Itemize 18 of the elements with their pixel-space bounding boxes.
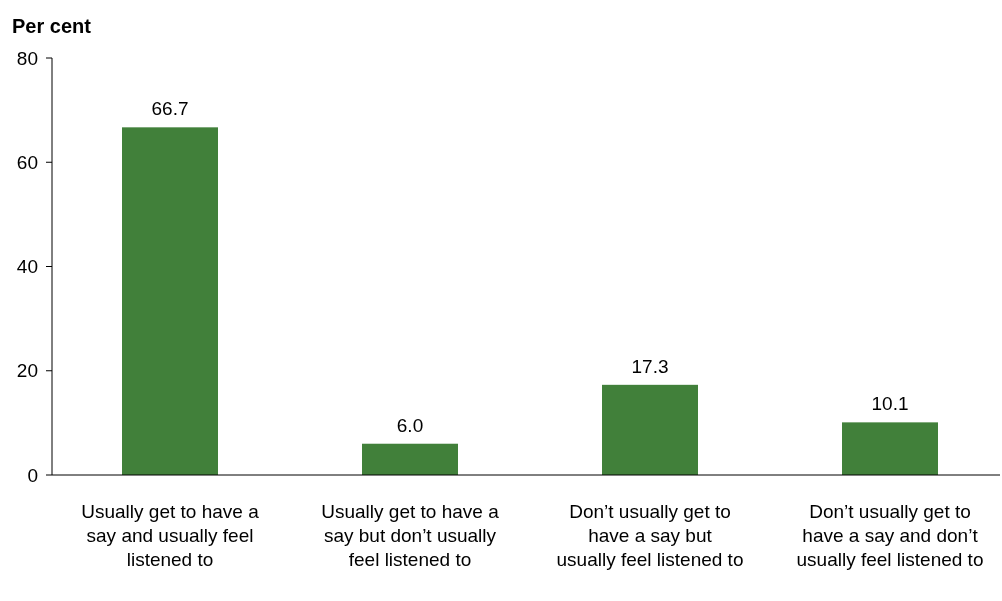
x-tick-label: Don’t usually get to have a say and don’t usually feel listened to xyxy=(796,501,984,570)
data-label: 6.0 xyxy=(396,414,424,436)
bar xyxy=(602,384,698,475)
x-tick-label: Usually get to have a say and usually feel listened to xyxy=(81,501,260,570)
bar xyxy=(842,422,938,475)
y-tick-label: 20 xyxy=(16,360,38,382)
data-label: 17.3 xyxy=(631,355,669,377)
x-tick-label: Don’t usually get to have a say but usually feel listened to xyxy=(556,501,744,570)
y-tick-label: 40 xyxy=(16,256,38,278)
y-tick-label: 80 xyxy=(16,47,38,69)
bar xyxy=(362,443,458,475)
bar xyxy=(122,127,218,475)
y-tick-label: 60 xyxy=(16,151,38,173)
x-tick-label: Usually get to have a say but don’t usually feel listened to xyxy=(321,501,500,570)
data-label: 66.7 xyxy=(151,98,189,120)
y-axis-title: Per cent xyxy=(12,15,92,37)
y-tick-label: 0 xyxy=(27,464,38,486)
data-label: 10.1 xyxy=(871,393,909,415)
